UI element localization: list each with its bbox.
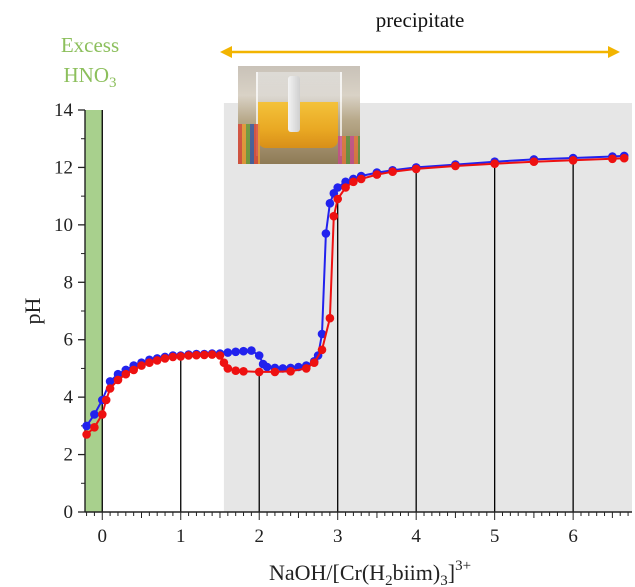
y-axis-title: pH: [20, 297, 45, 324]
equivalence-guide-lines: [101, 110, 574, 512]
data-point: [82, 430, 91, 439]
data-point: [317, 329, 327, 339]
data-point: [262, 362, 272, 372]
data-point: [490, 159, 500, 168]
data-point: [137, 361, 146, 370]
data-point: [223, 364, 233, 373]
data-point: [105, 377, 115, 386]
data-point: [239, 367, 248, 376]
data-point: [121, 369, 131, 379]
data-point: [239, 346, 248, 356]
data-point: [247, 346, 256, 355]
y-tick-label: 2: [64, 445, 74, 466]
data-point: [82, 421, 91, 431]
x-tick-label: 6: [568, 526, 578, 547]
data-point: [231, 347, 240, 357]
precipitate-range-arrow: [220, 46, 620, 58]
series-1: [82, 153, 629, 439]
precipitate-photo: [238, 66, 360, 164]
axes: [78, 109, 632, 520]
ph-chart-strip-right: [338, 136, 360, 164]
y-tick-label: 10: [54, 215, 73, 236]
y-tick-label: 12: [54, 157, 73, 178]
x-tick-label: 0: [98, 526, 108, 547]
data-point: [333, 183, 343, 192]
data-point: [608, 154, 617, 164]
data-point: [231, 366, 240, 376]
data-point: [270, 367, 280, 377]
data-point: [160, 354, 170, 363]
data-point: [176, 352, 185, 361]
data-point: [113, 375, 123, 385]
data-point: [192, 350, 201, 360]
excess-label: Excess: [61, 33, 119, 57]
data-point: [329, 211, 339, 221]
data-point: [90, 410, 99, 419]
data-point: [168, 352, 178, 362]
x-tick-label: 2: [254, 526, 264, 547]
precipitate-region: [223, 103, 632, 512]
y-tick-label: 14: [54, 100, 74, 121]
data-point: [321, 229, 331, 238]
x-tick-label: 3: [333, 526, 343, 547]
data-point: [207, 350, 217, 359]
y-tick-label: 8: [64, 272, 74, 293]
data-series: [82, 151, 629, 439]
data-point: [451, 161, 460, 171]
y-tick-label: 6: [64, 330, 74, 351]
x-axis-title: NaOH/[Cr(H2biim)3]3+: [269, 558, 471, 587]
y-tick-label: 4: [64, 387, 74, 408]
data-point: [349, 177, 358, 187]
data-point: [372, 170, 382, 179]
x-tick-label: 5: [490, 526, 500, 547]
data-point: [317, 345, 327, 355]
data-point: [145, 358, 154, 368]
data-point: [388, 167, 397, 176]
data-point: [286, 367, 295, 376]
data-point: [529, 157, 539, 166]
data-point: [356, 174, 366, 184]
data-point: [200, 350, 209, 360]
precipitate-label: precipitate: [376, 8, 465, 32]
data-point: [254, 367, 264, 377]
x-tick-label: 1: [176, 526, 186, 547]
hno3-label: HNO3: [64, 63, 117, 91]
data-point: [411, 164, 421, 174]
x-tick-label: 4: [411, 526, 421, 547]
data-point: [309, 358, 319, 368]
data-point: [302, 364, 311, 373]
ph-chart-strip: [238, 124, 260, 164]
data-point: [215, 351, 225, 360]
ph-probe-icon: [288, 76, 300, 132]
data-point: [90, 423, 99, 432]
data-point: [223, 348, 233, 357]
data-point: [325, 313, 335, 323]
data-point: [105, 384, 115, 393]
data-point: [184, 351, 193, 360]
data-point: [101, 395, 111, 405]
data-point: [129, 365, 138, 375]
data-point: [333, 194, 343, 204]
excess-hno3-region: [85, 110, 103, 512]
y-tick-label: 0: [64, 502, 74, 523]
data-point: [152, 356, 162, 365]
data-point: [619, 153, 629, 163]
data-point: [325, 199, 335, 208]
data-point: [568, 156, 578, 165]
data-point: [254, 351, 264, 360]
data-point: [98, 410, 107, 419]
data-point: [341, 183, 350, 192]
